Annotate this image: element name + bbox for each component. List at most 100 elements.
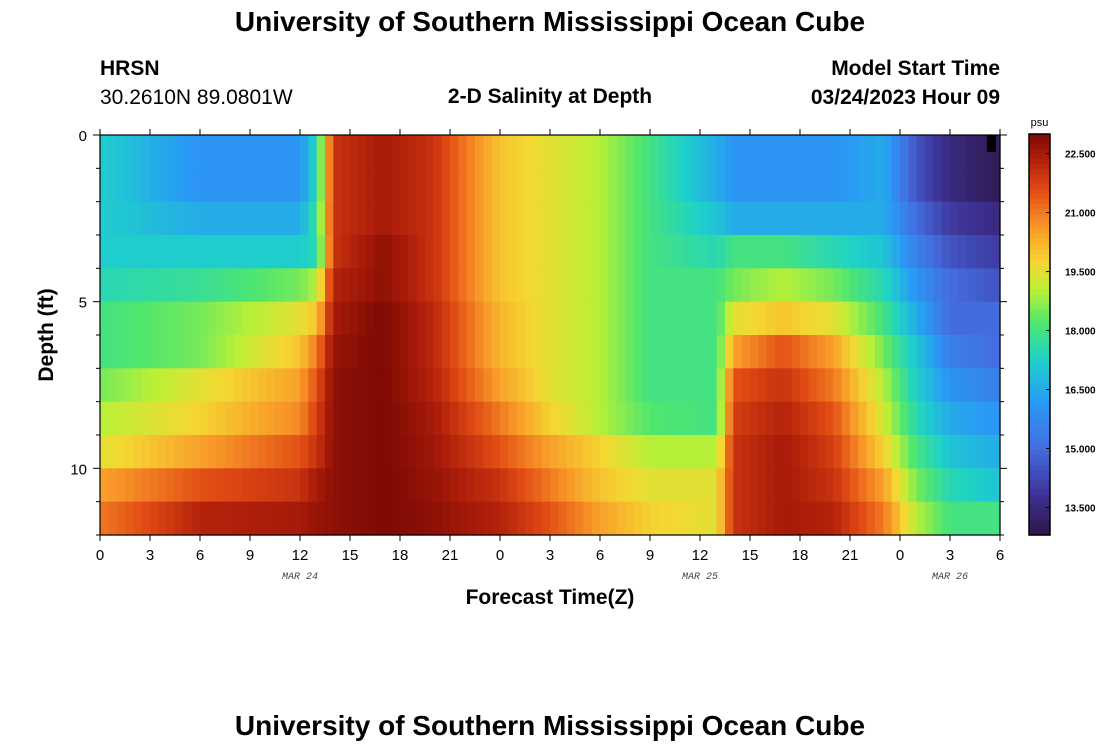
heatmap-cell — [408, 435, 418, 469]
heatmap-cell — [200, 135, 209, 169]
heatmap-cell — [241, 435, 251, 469]
heatmap-cell — [158, 501, 168, 536]
heatmap-cell — [366, 268, 376, 303]
heatmap-cell — [900, 401, 909, 436]
heatmap-cell — [425, 335, 434, 369]
y-tick-label: 0 — [79, 128, 87, 145]
heatmap-cell — [908, 368, 918, 403]
heatmap-cell — [133, 235, 143, 269]
heatmap-cell — [316, 368, 326, 403]
heatmap-cell — [208, 268, 218, 303]
heatmap-cell — [858, 368, 868, 403]
colorbar-segment — [1029, 499, 1050, 506]
heatmap-cell — [300, 335, 309, 369]
heatmap-cell — [225, 468, 234, 503]
heatmap-cell — [150, 268, 159, 303]
heatmap-cell — [333, 301, 343, 336]
heatmap-cell — [441, 501, 451, 536]
data-marker — [987, 135, 996, 152]
heatmap-cell — [158, 368, 168, 403]
heatmap-cell — [608, 301, 618, 336]
heatmap-cell — [658, 201, 668, 236]
heatmap-cell — [725, 468, 734, 503]
heatmap-cell — [133, 501, 143, 536]
heatmap-cell — [650, 301, 659, 336]
heatmap-cell — [350, 335, 359, 369]
heatmap-cell — [900, 201, 909, 236]
colorbar-segment — [1029, 334, 1050, 341]
heatmap-cell — [783, 201, 793, 236]
heatmap-cell — [908, 268, 918, 303]
colorbar-tick-label: 22.500 — [1065, 150, 1096, 161]
heatmap-cell — [633, 168, 643, 203]
heatmap-cell — [175, 468, 184, 503]
heatmap-cell — [233, 268, 243, 303]
heatmap-cell — [650, 435, 659, 469]
colorbar-segment — [1029, 289, 1050, 295]
heatmap-cell — [258, 135, 268, 169]
heatmap-cell — [341, 235, 351, 269]
heatmap-cell — [508, 135, 518, 169]
heatmap-cell — [383, 435, 393, 469]
heatmap-cell — [616, 135, 626, 169]
colorbar-segment — [1029, 529, 1050, 536]
heatmap-cell — [550, 501, 559, 536]
heatmap-cell — [791, 301, 801, 336]
heatmap-cell — [183, 401, 193, 436]
heatmap-cell — [883, 301, 893, 336]
x-axis-label: Forecast Time(Z) — [466, 586, 635, 609]
heatmap-cell — [658, 335, 668, 369]
heatmap-cell — [191, 335, 201, 369]
heatmap-cell — [225, 335, 234, 369]
heatmap-cell — [425, 168, 434, 203]
heatmap-cell — [575, 268, 584, 303]
heatmap-cell — [316, 468, 326, 503]
heatmap-cell — [466, 401, 476, 436]
heatmap-cell — [808, 368, 818, 403]
heatmap-cell — [808, 335, 818, 369]
heatmap-cell — [841, 435, 851, 469]
heatmap-cell — [666, 435, 676, 469]
heatmap-cell — [666, 235, 676, 269]
heatmap-cell — [291, 235, 301, 269]
heatmap-cell — [608, 135, 618, 169]
heatmap-cell — [558, 468, 568, 503]
heatmap-cell — [991, 468, 1001, 503]
heatmap-cell — [425, 435, 434, 469]
colorbar-segment — [1029, 134, 1050, 140]
heatmap-cell — [375, 268, 384, 303]
heatmap-cell — [441, 235, 451, 269]
heatmap-cell — [908, 401, 918, 436]
heatmap-cell — [416, 168, 426, 203]
heatmap-cell — [350, 468, 359, 503]
heatmap-cell — [141, 201, 151, 236]
heatmap-cell — [983, 335, 993, 369]
heatmap-cell — [391, 468, 401, 503]
heatmap-cell — [516, 435, 526, 469]
heatmap-cell — [316, 135, 326, 169]
heatmap-cell — [650, 201, 659, 236]
heatmap-cell — [491, 401, 501, 436]
heatmap-cell — [216, 168, 226, 203]
heatmap-cell — [325, 301, 334, 336]
heatmap-cell — [208, 135, 218, 169]
heatmap-cell — [416, 401, 426, 436]
heatmap-cell — [666, 501, 676, 536]
heatmap-cell — [908, 168, 918, 203]
heatmap-cell — [791, 335, 801, 369]
heatmap-cell — [291, 301, 301, 336]
heatmap-cell — [566, 201, 576, 236]
heatmap-cell — [108, 335, 118, 369]
heatmap-cell — [508, 301, 518, 336]
heatmap-cell — [925, 235, 934, 269]
heatmap-cell — [400, 401, 409, 436]
heatmap-cell — [683, 135, 693, 169]
model-start-label: Model Start Time — [831, 57, 1000, 80]
heatmap-cell — [141, 301, 151, 336]
heatmap-cell — [325, 168, 334, 203]
heatmap-cell — [450, 135, 459, 169]
colorbar-tick-label: 18.000 — [1065, 327, 1096, 338]
heatmap-cell — [425, 368, 434, 403]
heatmap-cell — [325, 501, 334, 536]
heatmap-cell — [850, 468, 859, 503]
